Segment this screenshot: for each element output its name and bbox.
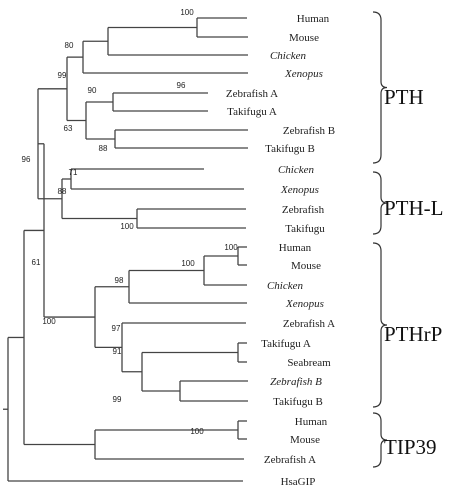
leaf-label: Takifugu B <box>265 143 315 155</box>
bootstrap-value: 90 <box>88 86 97 95</box>
clade-label: TIP39 <box>384 435 437 459</box>
leaf-label: Zebrafish A <box>226 88 278 100</box>
bootstrap-value: 98 <box>115 276 124 285</box>
leaf-label: Mouse <box>290 434 320 446</box>
leaf-label: Takifugu B <box>273 396 323 408</box>
leaf-label: Human <box>297 13 330 25</box>
leaf-label: Chicken <box>270 50 307 62</box>
clade-label: PTHrP <box>384 322 442 346</box>
bootstrap-value: 100 <box>42 317 56 326</box>
leaf-label: Zebrafish A <box>283 318 335 330</box>
leaf-label: Chicken <box>267 280 304 292</box>
bootstrap-value: 88 <box>58 187 67 196</box>
clade-brace <box>372 11 388 164</box>
bootstrap-labels: 100 96 80 99 90 63 88 96 71 88 100 61 100 100 98 100 97 9… <box>22 8 239 436</box>
bootstrap-value: 100 <box>181 259 195 268</box>
bootstrap-value: 97 <box>112 324 121 333</box>
leaf-label: Seabream <box>287 357 331 369</box>
bootstrap-value: 100 <box>224 243 238 252</box>
leaf-label: Xenopus <box>280 184 319 196</box>
clade-brace <box>372 171 388 235</box>
bootstrap-value: 63 <box>64 124 73 133</box>
leaf-label: Chicken <box>278 164 315 176</box>
clade-label: PTH <box>384 85 424 109</box>
bootstrap-value: 88 <box>99 144 108 153</box>
bootstrap-value: 71 <box>69 168 78 177</box>
bootstrap-value: 96 <box>22 155 31 164</box>
leaf-label: Human <box>295 416 328 428</box>
leaf-label: Human <box>279 242 312 254</box>
leaf-label: Mouse <box>291 260 321 272</box>
bootstrap-value: 100 <box>190 427 204 436</box>
leaf-label: Takifugu A <box>261 338 311 350</box>
clade-brace <box>372 412 388 468</box>
leaf-label: Zebrafish B <box>283 125 335 137</box>
bootstrap-value: 96 <box>177 81 186 90</box>
clade-label: PTH-L <box>384 196 444 220</box>
leaf-label: Takifugu A <box>227 106 277 118</box>
bootstrap-value: 99 <box>58 71 67 80</box>
leaf-label: Zebrafish A <box>264 454 316 466</box>
leaf-label: Takifugu <box>285 223 325 235</box>
clade-braces <box>372 11 388 468</box>
bootstrap-value: 100 <box>180 8 194 17</box>
leaf-label: Zebrafish B <box>270 376 322 388</box>
leaf-label: Zebrafish <box>282 204 325 216</box>
leaf-labels: Human Mouse Chicken Xenopus Zebrafish A Takif… <box>226 13 335 488</box>
leaf-label: Mouse <box>289 32 319 44</box>
clade-labels: PTH PTH-L PTHrP TIP39 <box>384 85 444 459</box>
leaf-label: Xenopus <box>284 68 323 80</box>
leaf-label: HsaGIP <box>281 476 316 488</box>
clade-brace <box>372 242 388 408</box>
bootstrap-value: 99 <box>113 395 122 404</box>
leaf-label: Xenopus <box>285 298 324 310</box>
bootstrap-value: 91 <box>113 347 122 356</box>
bootstrap-value: 100 <box>120 222 134 231</box>
tree-branches <box>3 17 248 482</box>
bootstrap-value: 61 <box>32 258 41 267</box>
bootstrap-value: 80 <box>65 41 74 50</box>
